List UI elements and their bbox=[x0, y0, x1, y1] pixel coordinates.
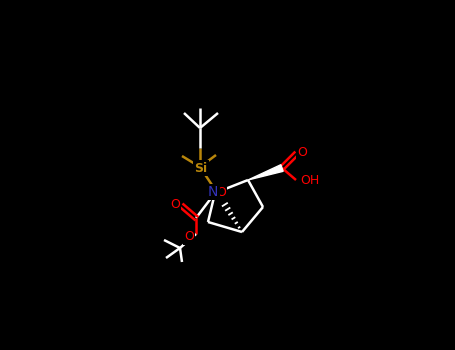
Polygon shape bbox=[248, 165, 283, 180]
Text: O: O bbox=[170, 198, 180, 211]
Text: O: O bbox=[297, 147, 307, 160]
Text: N: N bbox=[208, 185, 218, 199]
Text: Si: Si bbox=[194, 161, 207, 175]
Text: OH: OH bbox=[300, 175, 319, 188]
Text: O: O bbox=[184, 231, 194, 244]
Text: O: O bbox=[216, 187, 226, 199]
